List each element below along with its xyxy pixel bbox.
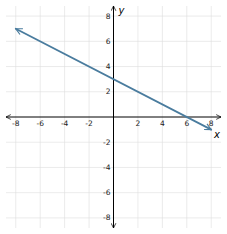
tick-labels: -8 -6 -4 -2 2 4 6 8 -8 -6 -4 -2 2 4 6 8 — [12, 12, 214, 223]
y-axis-label: y — [118, 5, 126, 16]
y-tick-label: -8 — [103, 213, 111, 222]
axes — [6, 6, 221, 228]
data-line — [16, 29, 211, 130]
y-tick-label: 4 — [106, 62, 111, 71]
x-tick-label: 6 — [184, 119, 189, 128]
y-axis-line — [113, 6, 114, 228]
x-tick-label: 2 — [136, 119, 141, 128]
y-tick-label: 2 — [106, 87, 111, 96]
chart-svg: -8-6-4-22468-8-6-4-22468xy — [0, 0, 227, 234]
x-tick-label: -8 — [12, 119, 20, 128]
y-tick-label: -2 — [103, 138, 111, 147]
y-tick-label: -6 — [103, 188, 111, 197]
x-tick-label: -2 — [85, 119, 93, 128]
y-tick-label: 6 — [106, 37, 111, 46]
chart-container: -8-6-4-22468-8-6-4-22468xy — [0, 0, 227, 234]
x-tick-label: 4 — [160, 119, 165, 128]
plot-area — [16, 29, 211, 130]
x-tick-label: -6 — [36, 119, 44, 128]
y-tick-label: -4 — [103, 163, 111, 172]
x-axis-label: x — [213, 129, 220, 140]
x-tick-label: 8 — [209, 119, 214, 128]
grid — [6, 6, 221, 228]
y-tick-label: 8 — [106, 12, 111, 21]
x-tick-label: -4 — [61, 119, 69, 128]
